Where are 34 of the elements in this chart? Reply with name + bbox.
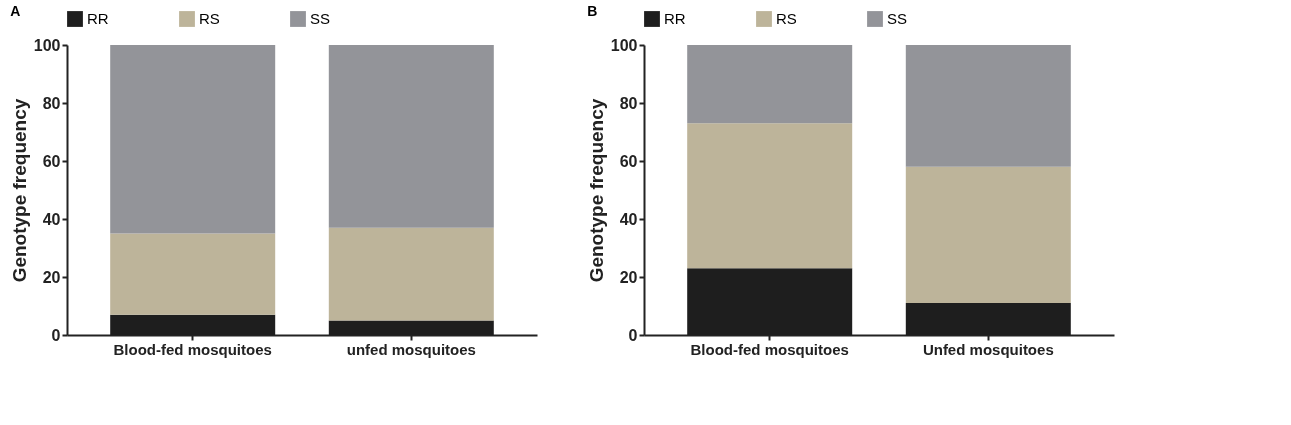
- y-tick-label: 20: [42, 268, 61, 286]
- y-tick-label: 0: [628, 326, 638, 344]
- y-tick-label: 80: [42, 94, 61, 112]
- chart-title: B: [587, 3, 598, 19]
- bar: [687, 45, 853, 124]
- y-tick-label: 100: [610, 36, 638, 54]
- x-tick-label: unfed mosquitoes: [346, 340, 476, 358]
- legend-label: RS: [776, 10, 797, 27]
- y-axis-title: Genotype frequency: [8, 98, 30, 283]
- y-axis-title: Genotype frequency: [585, 98, 607, 283]
- legend-label: RR: [87, 10, 109, 27]
- bar: [687, 123, 853, 269]
- chart-title: A: [10, 3, 21, 19]
- y-tick-label: 0: [51, 326, 61, 344]
- bar: [328, 227, 494, 321]
- y-tick-label: 40: [42, 210, 61, 228]
- y-tick-label: 20: [619, 268, 638, 286]
- legend-label: RS: [199, 10, 220, 27]
- y-tick-label: 60: [42, 152, 61, 170]
- y-tick-label: 80: [619, 94, 638, 112]
- y-tick-label: 40: [619, 210, 638, 228]
- legend-label: SS: [887, 10, 908, 27]
- bar: [110, 233, 276, 315]
- y-tick-label: 60: [619, 152, 638, 170]
- bar: [905, 166, 1071, 304]
- legend-label: SS: [310, 10, 331, 27]
- x-tick-label: Unfed mosquitoes: [922, 340, 1054, 358]
- bar: [905, 45, 1071, 167]
- legend-label: RR: [664, 10, 686, 27]
- x-tick-label: Blood-fed mosquitoes: [690, 340, 849, 358]
- y-tick-label: 100: [33, 36, 61, 54]
- x-tick-label: Blood-fed mosquitoes: [113, 340, 272, 358]
- bar: [328, 45, 494, 228]
- bar: [110, 45, 276, 234]
